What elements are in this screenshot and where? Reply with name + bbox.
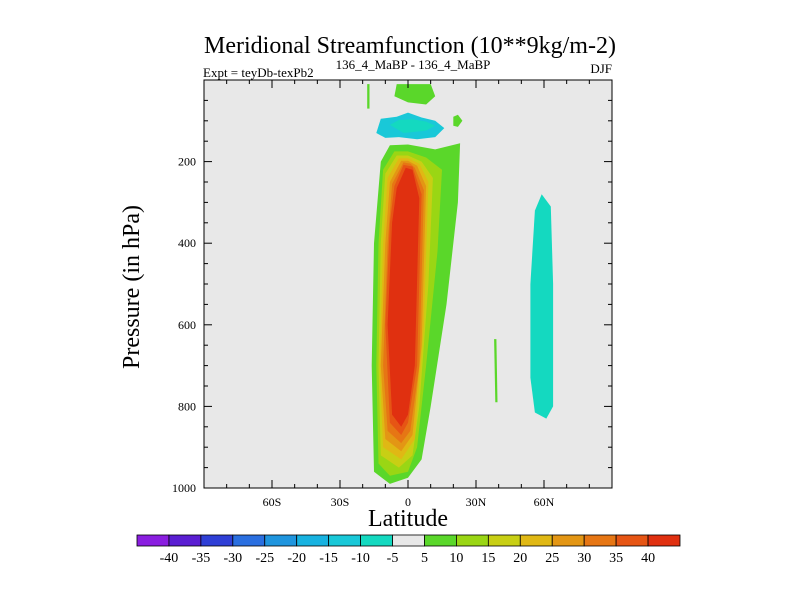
plot-area: [203, 79, 613, 489]
colorbar-swatch: [264, 534, 298, 547]
y-tick-label: 400: [178, 236, 196, 250]
colorbar-swatch: [487, 534, 521, 547]
colorbar-label: -10: [351, 551, 370, 566]
y-tick-label: 600: [178, 318, 196, 332]
colorbar-label: -5: [387, 551, 399, 566]
colorbar-label: -25: [255, 551, 274, 566]
colorbar-swatch: [168, 534, 202, 547]
x-tick-label: 0: [405, 495, 411, 509]
contour-region-upper-green-top: [394, 84, 436, 105]
colorbar-swatch: [200, 534, 234, 547]
chart-title: Meridional Streamfunction (10**9kg/m-2): [204, 33, 616, 59]
colorbar-label: 20: [513, 551, 527, 566]
colorbar-label: 10: [449, 551, 463, 566]
colorbar-label: 35: [609, 551, 623, 566]
y-tick-label: 200: [178, 155, 196, 169]
colorbar-label: -30: [223, 551, 242, 566]
colorbar-swatch: [392, 534, 425, 547]
colorbar-swatch: [583, 534, 617, 547]
subtitle-left: Expt = teyDb-texPb2: [203, 65, 314, 80]
y-axis-label: Pressure (in hPa): [119, 205, 145, 369]
contour-region-nh-negative-cell: [530, 194, 554, 419]
colorbar-swatch: [328, 534, 361, 547]
colorbar-swatch: [456, 534, 489, 547]
y-tick-label: 800: [178, 399, 196, 413]
x-tick-label: 60S: [263, 495, 282, 509]
colorbar-label: -15: [319, 551, 338, 566]
colorbar-label: 15: [481, 551, 495, 566]
x-tick-label: 30S: [331, 495, 350, 509]
colorbar-swatch: [424, 534, 457, 547]
colorbar-swatch: [647, 534, 681, 547]
x-tick-label: 60N: [534, 495, 555, 509]
contour-region-upper-negative-teal: [389, 119, 436, 133]
colorbar: -40 -35 -30 -25 -20 -15 -10 -5 5 10 15 20 25 30 35 40: [136, 534, 681, 566]
colorbar-swatch: [136, 534, 170, 547]
colorbar-swatch: [360, 534, 393, 547]
contour-fills: [367, 84, 554, 484]
colorbar-label: -40: [160, 551, 179, 566]
colorbar-label: -35: [192, 551, 211, 566]
colorbar-swatch: [551, 534, 585, 547]
colorbar-label: 25: [545, 551, 559, 566]
colorbar-swatch: [519, 534, 553, 547]
y-axis-ticks: 200 400 600 800 1000: [172, 79, 612, 495]
colorbar-swatch: [296, 534, 330, 547]
y-tick-label: 1000: [172, 481, 196, 495]
contour-region-lower-green-spike: [494, 339, 498, 403]
colorbar-swatch: [232, 534, 266, 547]
colorbar-swatch: [615, 534, 649, 547]
x-axis-label: Latitude: [368, 506, 448, 532]
contour-region-upper-green-left: [367, 84, 370, 109]
colorbar-label: 40: [641, 551, 655, 566]
subtitle-center: 136_4_MaBP - 136_4_MaBP: [336, 57, 491, 72]
x-tick-label: 30N: [466, 495, 487, 509]
contour-region-positive-cell-core: [387, 167, 420, 427]
colorbar-label: 5: [421, 551, 428, 566]
x-axis-ticks: 60S 30S 0 30N 60N: [203, 80, 613, 509]
contour-region-upper-green-right: [453, 114, 463, 127]
subtitle-right: DJF: [590, 61, 612, 76]
colorbar-label: 30: [577, 551, 591, 566]
colorbar-label: -20: [287, 551, 306, 566]
